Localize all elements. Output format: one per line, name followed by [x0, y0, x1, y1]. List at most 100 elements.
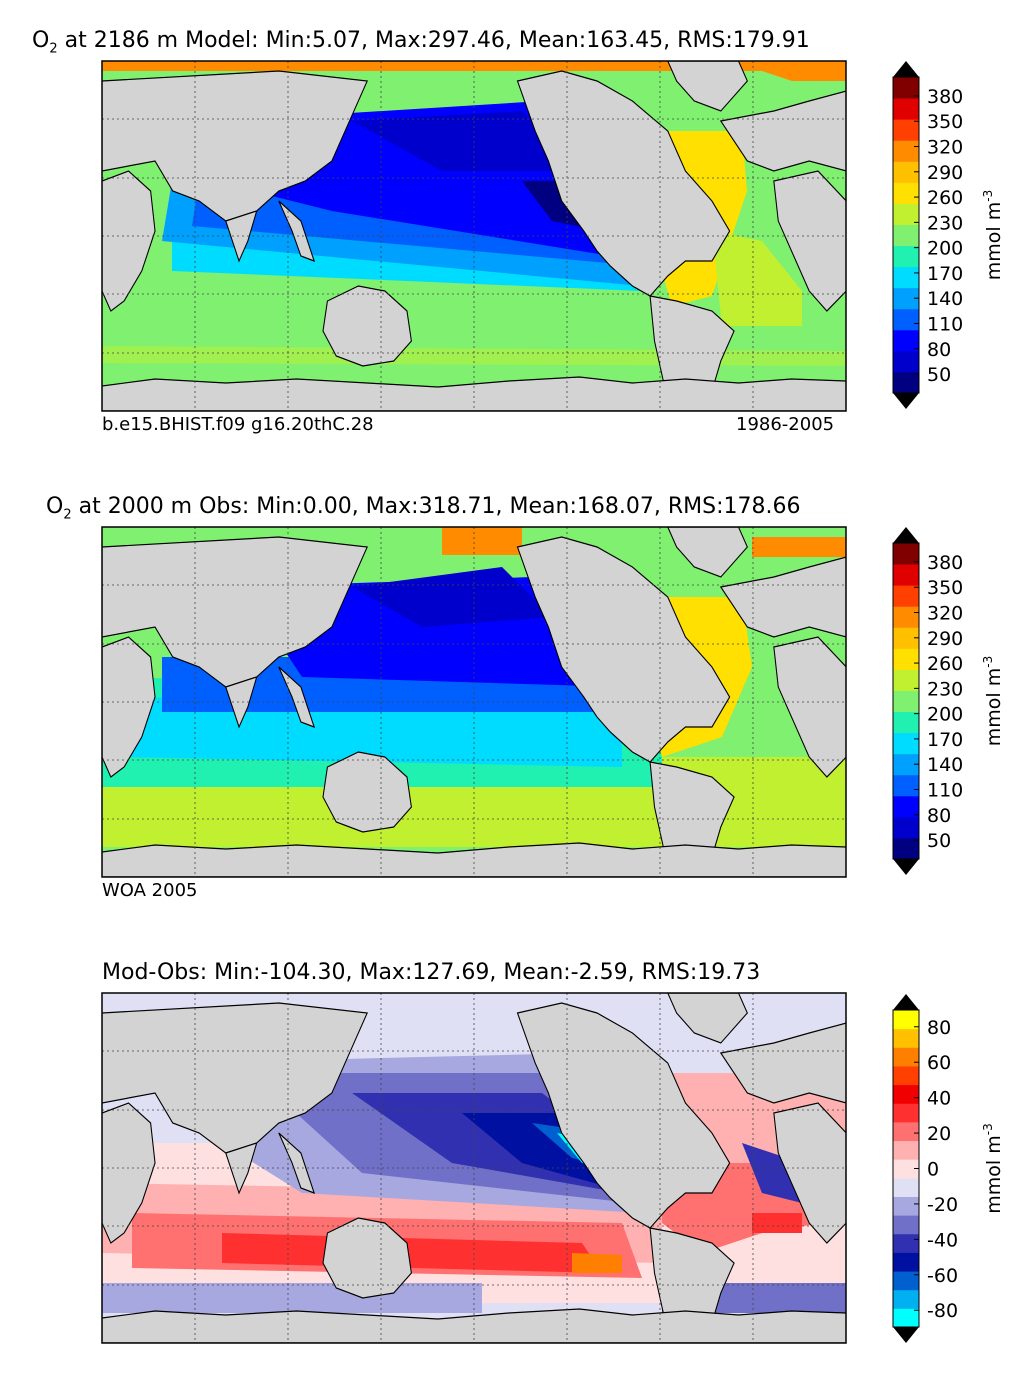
colorbar-tick-label: 140 [927, 754, 963, 776]
colorbar-cell [893, 711, 919, 734]
colorbar-cell [893, 98, 919, 120]
colorbar-tick-label: 80 [927, 1017, 951, 1039]
colorbar-frame [892, 76, 920, 394]
colorbar-under-triangle [893, 393, 919, 409]
colorbar-cell [893, 1252, 919, 1272]
colorbar-cell [893, 564, 919, 586]
colorbar-cell [893, 140, 919, 162]
colorbar-cell [893, 1215, 919, 1235]
colorbar-cell [893, 1159, 919, 1179]
colorbar-tick-label: 350 [927, 111, 963, 133]
colorbar-under-triangle [893, 859, 919, 875]
colorbar-cell [893, 1047, 919, 1067]
panel1-case-label: b.e15.BHIST.f09 g16.20thC.28 [102, 414, 374, 435]
colorbar-tick-label: 320 [927, 603, 963, 625]
colorbar-cell [893, 1308, 919, 1328]
colorbar-tick-label: 380 [927, 552, 963, 574]
panel2-title: O2 at 2000 m Obs: Min:0.00, Max:318.71, … [46, 494, 801, 523]
colorbar-cell [893, 774, 919, 797]
colorbar-over-triangle [893, 994, 919, 1010]
colorbar-tick-label: 260 [927, 187, 963, 209]
colorbar-tick-label: 20 [927, 1123, 951, 1145]
colorbar-tick-label: 290 [927, 628, 963, 650]
colorbar-tick-label: 230 [927, 212, 963, 234]
colorbar-cell [893, 371, 919, 394]
colorbar-under-triangle [893, 1327, 919, 1343]
colorbar-cell [893, 627, 919, 649]
colorbar-tick-label: -80 [927, 1300, 958, 1322]
panel1-years-label: 1986-2005 [736, 414, 835, 435]
panel1-colorbar: 380 350 320 290 260 230 200 170 140 110 80 50 mmol m… [892, 61, 1005, 409]
panel2-source-label: WOA 2005 [102, 880, 198, 901]
colorbar-tick-label: 80 [927, 339, 951, 361]
colorbar-tick-label: 200 [927, 238, 963, 260]
colorbar-cell [893, 543, 919, 565]
colorbar-tick-label: 170 [927, 263, 963, 285]
colorbar-cell [893, 1233, 919, 1253]
panel3-title: Mod-Obs: Min:-104.30, Max:127.69, Mean:-… [102, 960, 761, 985]
panel2-map [101, 526, 847, 878]
panel1-gridlines [102, 61, 846, 411]
colorbar-cell [893, 1065, 919, 1086]
colorbar-unit-label: mmol m-3 [981, 190, 1005, 280]
colorbar-cell [893, 308, 919, 331]
colorbar-cell [893, 795, 919, 818]
colorbar-tick-label: 260 [927, 653, 963, 675]
colorbar-cell [893, 837, 919, 860]
colorbar-tick-label: 320 [927, 137, 963, 159]
colorbar-tick-label: 60 [927, 1052, 951, 1074]
colorbar-tick-label: 0 [927, 1159, 939, 1181]
colorbar-tick-label: 140 [927, 288, 963, 310]
colorbar-tick-label: -40 [927, 1229, 958, 1251]
colorbar-tick-label: 50 [927, 830, 951, 852]
panel2-gridlines [102, 527, 846, 877]
colorbar-cell [893, 732, 919, 755]
colorbar-tick-label: 230 [927, 678, 963, 700]
colorbar-tick-label: 110 [927, 313, 963, 335]
colorbar-over-triangle [893, 61, 919, 77]
colorbar-cell [893, 224, 919, 247]
colorbar-tick-label: 290 [927, 162, 963, 184]
colorbar-tick-label: -60 [927, 1265, 958, 1287]
colorbar-cell [893, 245, 919, 268]
colorbar-cell [893, 287, 919, 310]
colorbar-cell [893, 77, 919, 99]
colorbar-cell [893, 350, 919, 373]
colorbar-cell [893, 669, 919, 691]
colorbar-tick-label: 40 [927, 1088, 951, 1110]
colorbar-cell [893, 119, 919, 141]
colorbar-cell [893, 753, 919, 776]
panel1-map [101, 60, 847, 412]
colorbar-cell [893, 1103, 919, 1123]
colorbar-tick-label: 170 [927, 729, 963, 751]
colorbar-cell [893, 1289, 919, 1309]
panel3-colorbar: 80 60 40 20 0 -20 -40 -60 -80 mmol m-3 [892, 994, 1005, 1343]
panel1-title: O2 at 2186 m Model: Min:5.07, Max:297.46… [32, 28, 810, 57]
colorbar-cell [893, 1010, 919, 1030]
colorbar-tick-label: 110 [927, 779, 963, 801]
colorbar-cell [893, 1196, 919, 1216]
colorbar-tick-label: -20 [927, 1194, 958, 1216]
colorbar-cell [893, 1177, 919, 1197]
colorbar-tick-label: 80 [927, 805, 951, 827]
colorbar-frame [892, 542, 920, 860]
colorbar-over-triangle [893, 527, 919, 543]
colorbar-cell [893, 182, 919, 204]
panel3-gridlines [102, 993, 846, 1343]
colorbar-unit-label: mmol m-3 [981, 656, 1005, 746]
panel3-map [101, 992, 847, 1344]
colorbar-tick-label: 350 [927, 577, 963, 599]
colorbar-cell [893, 1084, 919, 1104]
colorbar-cell [893, 606, 919, 628]
colorbar-cell [893, 648, 919, 670]
colorbar-tick-label: 50 [927, 364, 951, 386]
colorbar-cell [893, 1028, 919, 1048]
colorbar-cell [893, 203, 919, 225]
panel2-colorbar: 380 350 320 290 260 230 200 170 140 110 80 50 mmol m… [892, 527, 1005, 875]
colorbar-cell [893, 329, 919, 352]
colorbar-cell [893, 585, 919, 607]
colorbar-cell [893, 1140, 919, 1160]
colorbar-tick-label: 380 [927, 86, 963, 108]
